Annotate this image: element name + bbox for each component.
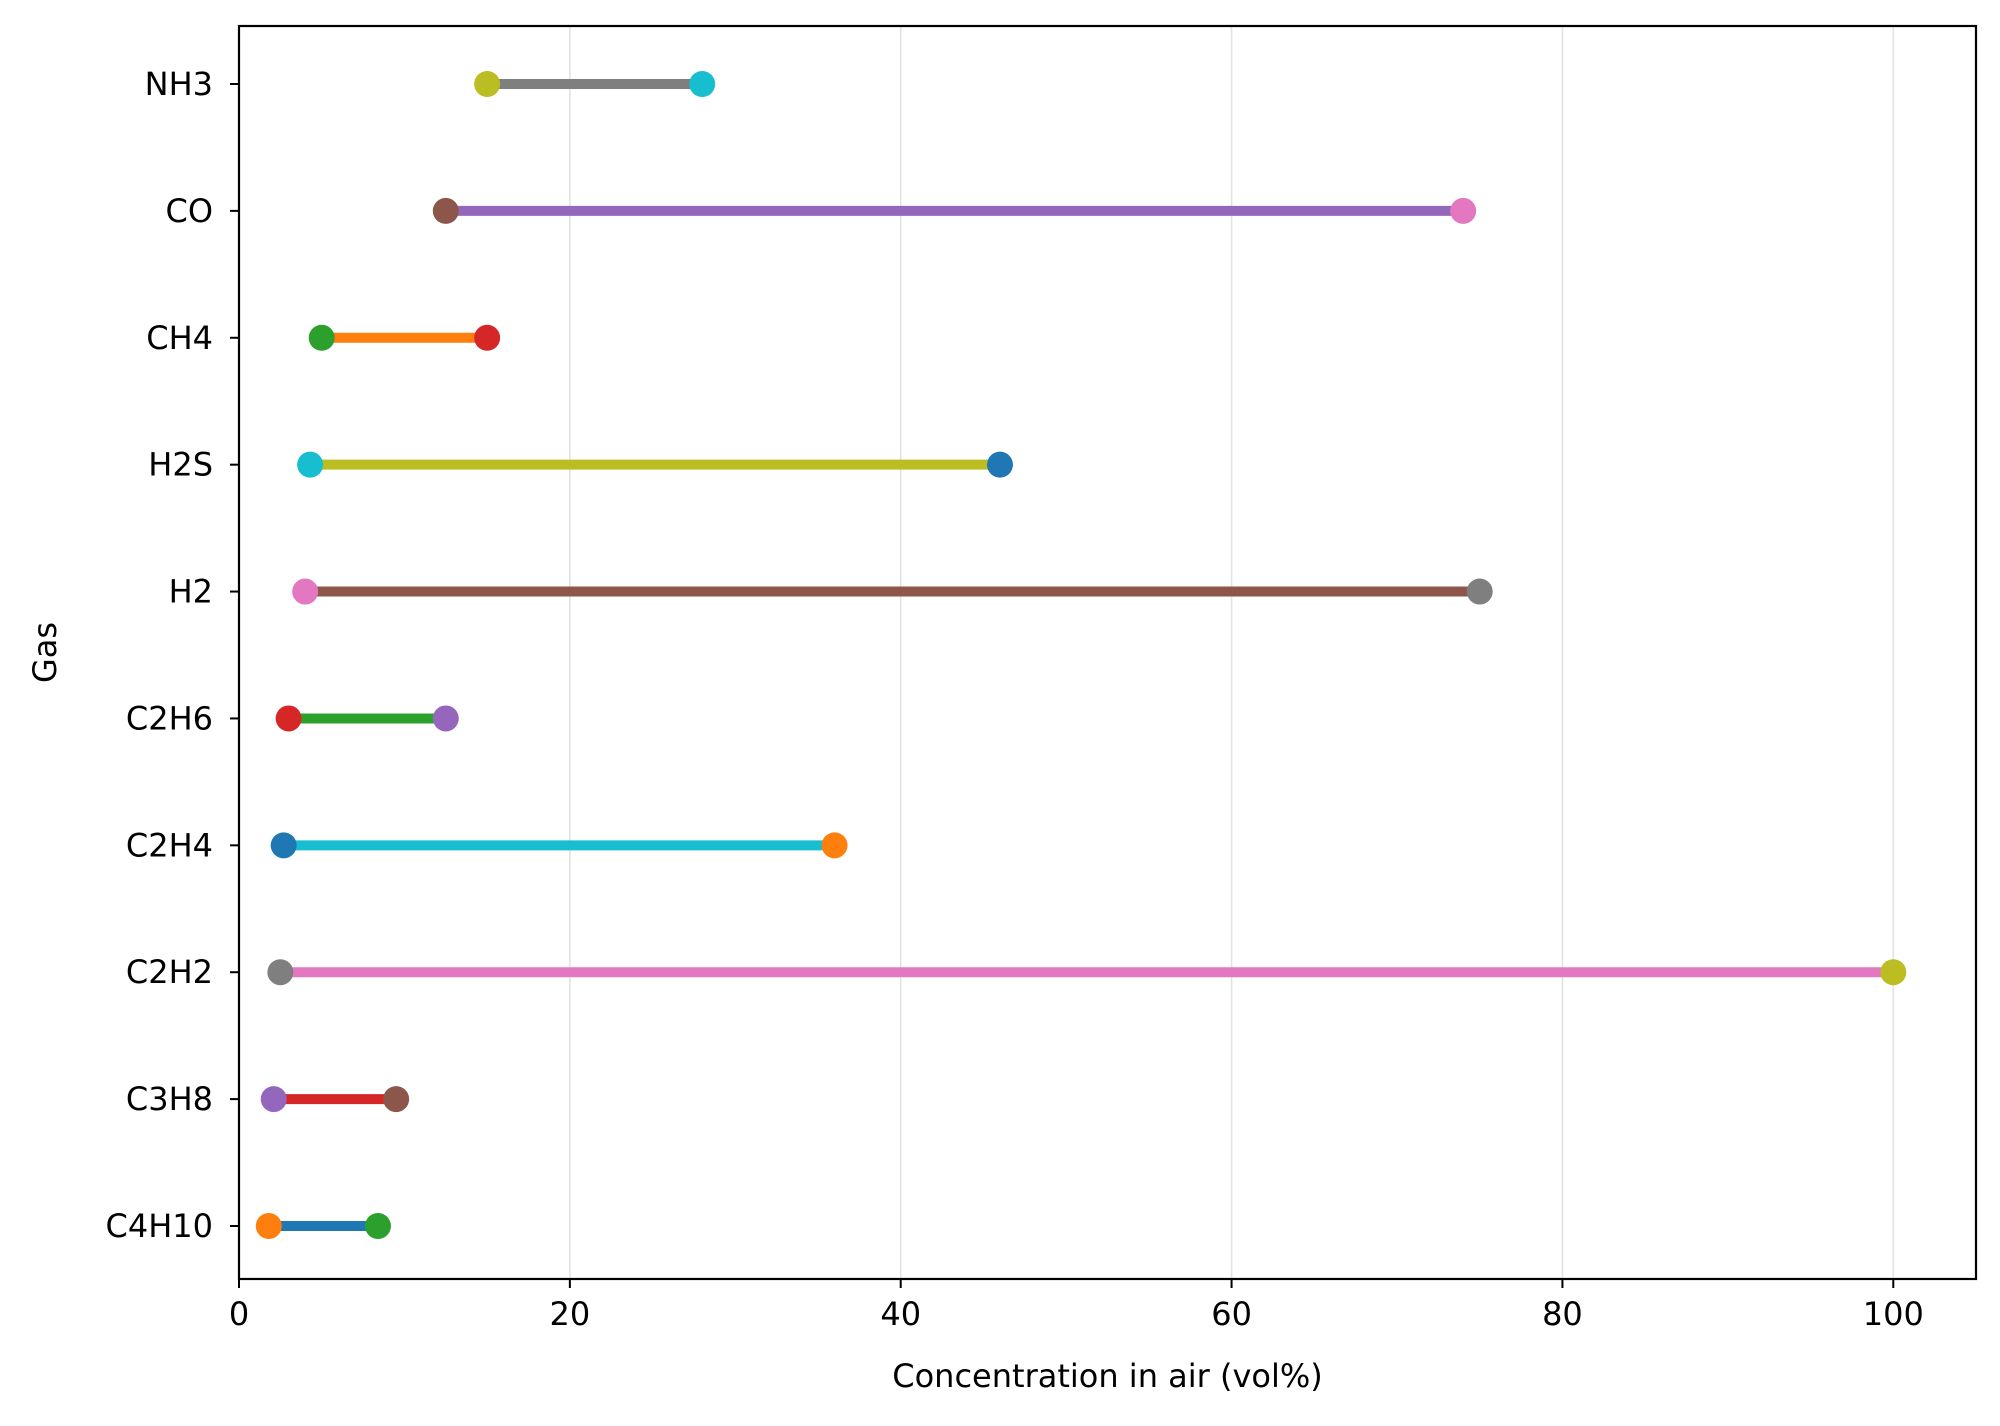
high-point (1466, 578, 1493, 605)
high-point (986, 451, 1013, 478)
y-tick-label: NH3 (145, 65, 213, 103)
x-tick-label: 60 (1211, 1295, 1252, 1333)
data-marks (255, 71, 1907, 1239)
dumbbell-c4h10 (255, 1213, 391, 1239)
low-point (255, 1213, 282, 1239)
dumbbell-c3h8 (260, 1086, 410, 1113)
x-axis: 0 20 40 60 80 100 (229, 1279, 1924, 1333)
y-tick-label: C2H4 (126, 826, 213, 864)
dumbbell-ch4 (308, 324, 501, 351)
low-point (260, 1086, 287, 1113)
y-tick-label: C2H2 (126, 953, 213, 991)
high-point (474, 324, 501, 351)
y-axis-title: Gas (26, 622, 64, 683)
dumbbell-c2h4 (270, 832, 848, 859)
y-tick-label: C3H8 (126, 1080, 213, 1118)
high-point (821, 832, 848, 859)
dumbbell-co (432, 197, 1477, 224)
dumbbell-c2h2 (267, 959, 1907, 986)
x-tick-label: 100 (1863, 1295, 1924, 1333)
x-tick-label: 20 (549, 1295, 590, 1333)
y-tick-label: H2S (148, 446, 213, 484)
y-axis: C4H10 C3H8 C2H2 C2H4 C2H6 H2 H2S CH4 CO NH3 (106, 65, 239, 1245)
x-tick-label: 40 (880, 1295, 921, 1333)
dumbbell-h2s (297, 451, 1013, 478)
plot-frame (237, 24, 1978, 1281)
dumbbell-nh3 (474, 71, 716, 97)
high-point (383, 1086, 410, 1113)
x-tick-label: 80 (1542, 1295, 1583, 1333)
low-point (308, 324, 335, 351)
y-tick-label: C2H6 (126, 699, 213, 737)
low-point (297, 451, 324, 478)
y-tick-label: C4H10 (106, 1207, 213, 1245)
low-point (432, 197, 459, 224)
high-point (364, 1213, 391, 1239)
low-point (270, 832, 297, 859)
low-point (292, 578, 319, 605)
low-point (474, 71, 501, 97)
low-point (275, 705, 302, 732)
gridlines (569, 26, 1895, 1279)
y-tick-label: H2 (169, 573, 213, 611)
high-point (1450, 197, 1477, 224)
x-axis-title: Concentration in air (vol%) (892, 1357, 1323, 1395)
dumbbell-c2h6 (275, 705, 459, 732)
x-tick-label: 0 (229, 1295, 249, 1333)
y-tick-label: CO (165, 192, 213, 230)
y-tick-label: CH4 (146, 319, 213, 357)
high-point (689, 71, 716, 97)
low-point (267, 959, 294, 986)
high-point (432, 705, 459, 732)
high-point (1880, 959, 1907, 986)
dumbbell-h2 (292, 578, 1493, 605)
